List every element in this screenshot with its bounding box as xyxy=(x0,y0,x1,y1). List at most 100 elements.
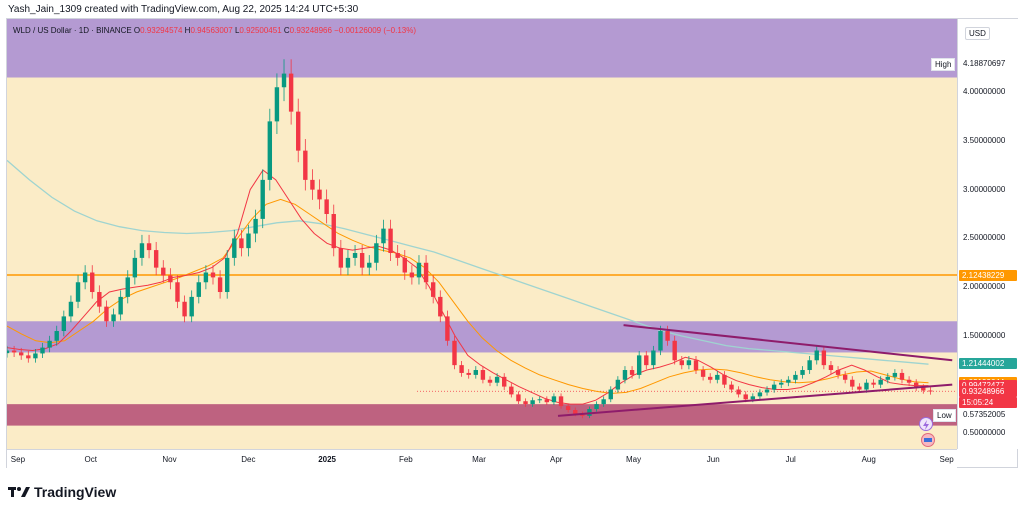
lower-trendline xyxy=(557,383,953,417)
tradingview-brand[interactable]: TradingView xyxy=(8,484,116,500)
candle-body xyxy=(466,372,471,375)
candle-body xyxy=(33,353,38,359)
brand-name: TradingView xyxy=(34,484,117,500)
time-tick-label: Aug xyxy=(861,455,876,464)
mid-resistance-zone xyxy=(7,321,957,353)
candle-body xyxy=(722,374,727,385)
time-tick-label: Mar xyxy=(472,455,486,464)
candle-body xyxy=(374,243,379,263)
candle-body xyxy=(260,179,265,219)
candle-body xyxy=(928,390,933,392)
candle-body xyxy=(161,267,166,276)
candle-body xyxy=(452,340,457,366)
candle-body xyxy=(601,399,606,405)
candle-body xyxy=(913,382,919,388)
candle-body xyxy=(644,355,649,366)
candle-body xyxy=(793,374,798,380)
currency-label[interactable]: USD xyxy=(965,27,990,40)
candle-body xyxy=(132,257,138,278)
chart-canvas[interactable] xyxy=(7,19,957,449)
candle-body xyxy=(537,399,542,401)
candle-body xyxy=(629,370,635,375)
candle-body xyxy=(19,352,24,356)
ma-mid-line xyxy=(7,198,929,394)
candle-body xyxy=(118,296,123,315)
time-tick-label: Sep xyxy=(10,455,26,464)
candle-body xyxy=(253,218,258,234)
candle-body xyxy=(459,365,464,373)
candle-body xyxy=(502,376,507,387)
legend-low: 0.92500451 xyxy=(239,26,282,35)
candle-body xyxy=(438,296,443,317)
time-tick-label: Jun xyxy=(706,455,720,464)
candle-body xyxy=(921,387,926,391)
price-tag: 0.99472477 xyxy=(959,379,1017,391)
candle-body xyxy=(551,396,557,403)
candle-body xyxy=(11,350,17,353)
candle-body xyxy=(878,379,883,385)
candle-body xyxy=(90,272,95,293)
legend-high-label: H xyxy=(184,26,191,35)
time-tick-label: Feb xyxy=(398,455,413,464)
candle-body xyxy=(146,243,152,251)
candle-body xyxy=(672,340,677,361)
candle-body xyxy=(779,382,784,385)
candle-body xyxy=(217,277,223,293)
candle-body xyxy=(40,347,45,354)
candle-body xyxy=(658,331,663,351)
candle-body xyxy=(139,243,145,258)
candle-body xyxy=(679,360,684,366)
legend-close: 0.93248966 xyxy=(289,26,332,35)
candle-body xyxy=(615,379,621,390)
candle-body xyxy=(175,282,180,302)
candle-body xyxy=(125,277,130,297)
candle-body xyxy=(494,376,500,383)
candle-body xyxy=(402,257,407,273)
candle-body xyxy=(871,382,876,385)
candle-body xyxy=(47,340,52,348)
lightning-icon[interactable] xyxy=(919,417,933,431)
time-tick-label: Nov xyxy=(162,455,177,464)
low-label: Low xyxy=(937,411,952,420)
candle-body xyxy=(473,370,479,375)
candle-body xyxy=(565,406,571,410)
candle-body xyxy=(708,376,713,380)
high-marker: High xyxy=(931,58,956,71)
candle-body xyxy=(509,386,514,395)
candle-body xyxy=(423,262,429,283)
candle-body xyxy=(835,370,841,375)
candle-body xyxy=(395,253,400,258)
candle-body xyxy=(26,355,31,359)
candle-body xyxy=(246,233,251,249)
candle-body xyxy=(899,372,905,380)
candle-body xyxy=(267,121,273,180)
candle-body xyxy=(686,360,692,366)
high-value: 4.18870697 xyxy=(963,59,1006,68)
candle-body xyxy=(764,389,770,393)
price-tag: 2.12438229 xyxy=(959,269,1017,281)
candle-body xyxy=(61,316,67,332)
candle-body xyxy=(857,386,862,390)
candle-body xyxy=(310,179,315,190)
candle-body xyxy=(715,374,720,380)
time-tick-label: Jul xyxy=(785,455,796,464)
plot-area[interactable]: WLD / US Dollar · 1D · BINANCE O0.932945… xyxy=(7,19,957,449)
candle-body xyxy=(516,394,521,402)
legend-symbol[interactable]: WLD / US Dollar · 1D · BINANCE xyxy=(13,26,132,35)
legend-change: −0.00126009 (−0.13%) xyxy=(334,26,417,35)
time-tick-label: Dec xyxy=(241,455,256,464)
candle-body xyxy=(558,396,564,407)
candle-body xyxy=(338,248,344,268)
time-axis[interactable]: Sep Oct Nov Dec 2025 Feb Mar Apr May Jun Jul Aug Sep xyxy=(7,449,957,469)
candle-body xyxy=(388,228,393,254)
candle-body xyxy=(203,272,209,283)
price-tick-label: 2.00000000 xyxy=(963,282,1006,292)
low-value: 0.57352005 xyxy=(963,410,1006,419)
candle-body xyxy=(54,331,59,341)
candle-body xyxy=(480,370,486,380)
legend-high: 0.94563007 xyxy=(190,26,233,35)
events-flag-icon[interactable] xyxy=(921,433,935,447)
upper-resistance-zone xyxy=(7,19,957,78)
candle-body xyxy=(608,389,613,400)
candle-body xyxy=(367,262,372,268)
